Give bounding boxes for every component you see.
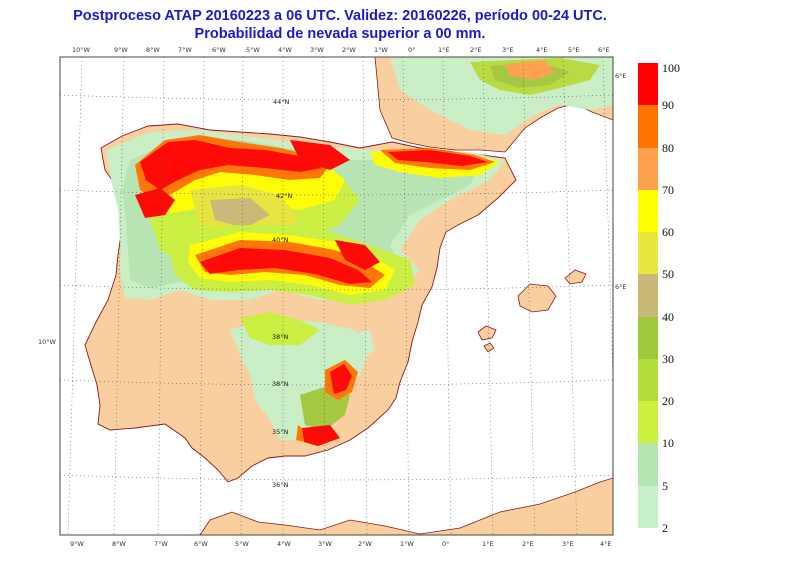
island-menorca [564,269,587,285]
map-frame [59,56,614,536]
bottom-tick-label: 3°E [562,540,574,548]
lat-label: 42°N [276,192,293,200]
legend-swatch [638,443,658,487]
top-tick-label: 1°E [438,46,450,54]
bottom-tick-label: 3°W [318,540,332,548]
legend-swatch [638,316,658,360]
top-tick-label: 3°W [310,46,324,54]
legend-label: 20 [662,394,674,409]
legend-label: 30 [662,351,674,366]
top-tick-label: 4°E [536,46,548,54]
probability-field [106,57,613,446]
map-subtitle: Probabilidad de nevada superior a 00 mm. [194,26,486,42]
legend-label: 100 [662,61,680,75]
legend-swatch [638,274,658,318]
latitude-labels: 44°N 42°N 40°N 38°N 36°N 38°N 35°N [272,98,293,489]
legend-swatch [638,485,658,529]
top-tick-label: 0° [408,46,415,54]
top-tick-label: 6°W [212,46,226,54]
top-tick-label: 10°W [72,46,91,54]
legend-label: 5 [662,478,668,493]
island-ibiza [477,325,497,341]
island-mallorca [517,283,557,313]
left-tick-label: 10°W [38,338,57,346]
legend-label: 40 [662,309,674,324]
legend-label: 50 [662,267,674,282]
legend-label: 70 [662,182,674,197]
lat-label: 38°N [272,380,289,388]
legend-swatch [638,63,658,106]
lat-label: 35°N [272,428,289,436]
bottom-longitude-labels: 9°W 8°W 7°W 6°W 5°W 4°W 3°W 2°W 1°W 0° 1… [70,540,612,548]
bottom-tick-label: 6°W [194,540,208,548]
right-tick-label: 6°E [615,72,627,80]
top-tick-label: 5°W [246,46,260,54]
island-formentera [483,342,495,353]
legend-label: 2 [662,521,668,535]
legend-label: 90 [662,98,674,113]
color-legend [638,63,658,529]
right-tick-label: 6°E [615,283,627,291]
bottom-tick-label: 4°W [277,540,291,548]
bottom-tick-label: 2°E [522,540,534,548]
top-tick-label: 5°E [568,46,580,54]
legend-swatch [638,358,658,402]
legend-swatch [638,232,658,275]
legend-label: 60 [662,225,674,240]
top-tick-label: 1°W [374,46,388,54]
bottom-tick-label: 9°W [70,540,84,548]
lat-label: 38°N [272,333,289,341]
map-title: Postproceso ATAP 20160223 a 06 UTC. Vali… [73,8,607,24]
bottom-tick-label: 0° [442,540,449,548]
top-tick-label: 4°W [278,46,292,54]
bottom-tick-label: 8°W [112,540,126,548]
bottom-tick-label: 4°E [600,540,612,548]
bottom-tick-label: 1°W [400,540,414,548]
top-tick-label: 2°W [342,46,356,54]
legend-swatch [638,147,658,191]
top-tick-label: 8°W [146,46,160,54]
top-tick-label: 3°E [502,46,514,54]
bottom-tick-label: 5°W [235,540,249,548]
legend-swatch [638,189,658,233]
lat-label: 36°N [272,481,289,489]
legend-swatch [638,401,658,444]
land-africa [199,477,613,535]
bottom-tick-label: 2°W [358,540,372,548]
legend-label: 80 [662,140,674,155]
legend-swatch [638,105,658,149]
lat-label: 40°N [272,236,289,244]
bottom-tick-label: 7°W [154,540,168,548]
lat-label: 44°N [273,98,290,106]
top-tick-label: 6°E [598,46,610,54]
top-tick-label: 7°W [178,46,192,54]
top-tick-label: 2°E [470,46,482,54]
legend-label: 10 [662,436,674,451]
bottom-tick-label: 1°E [482,540,494,548]
top-longitude-labels: 10°W 9°W 8°W 7°W 6°W 5°W 4°W 3°W 2°W 1°W… [72,46,610,54]
top-tick-label: 9°W [114,46,128,54]
